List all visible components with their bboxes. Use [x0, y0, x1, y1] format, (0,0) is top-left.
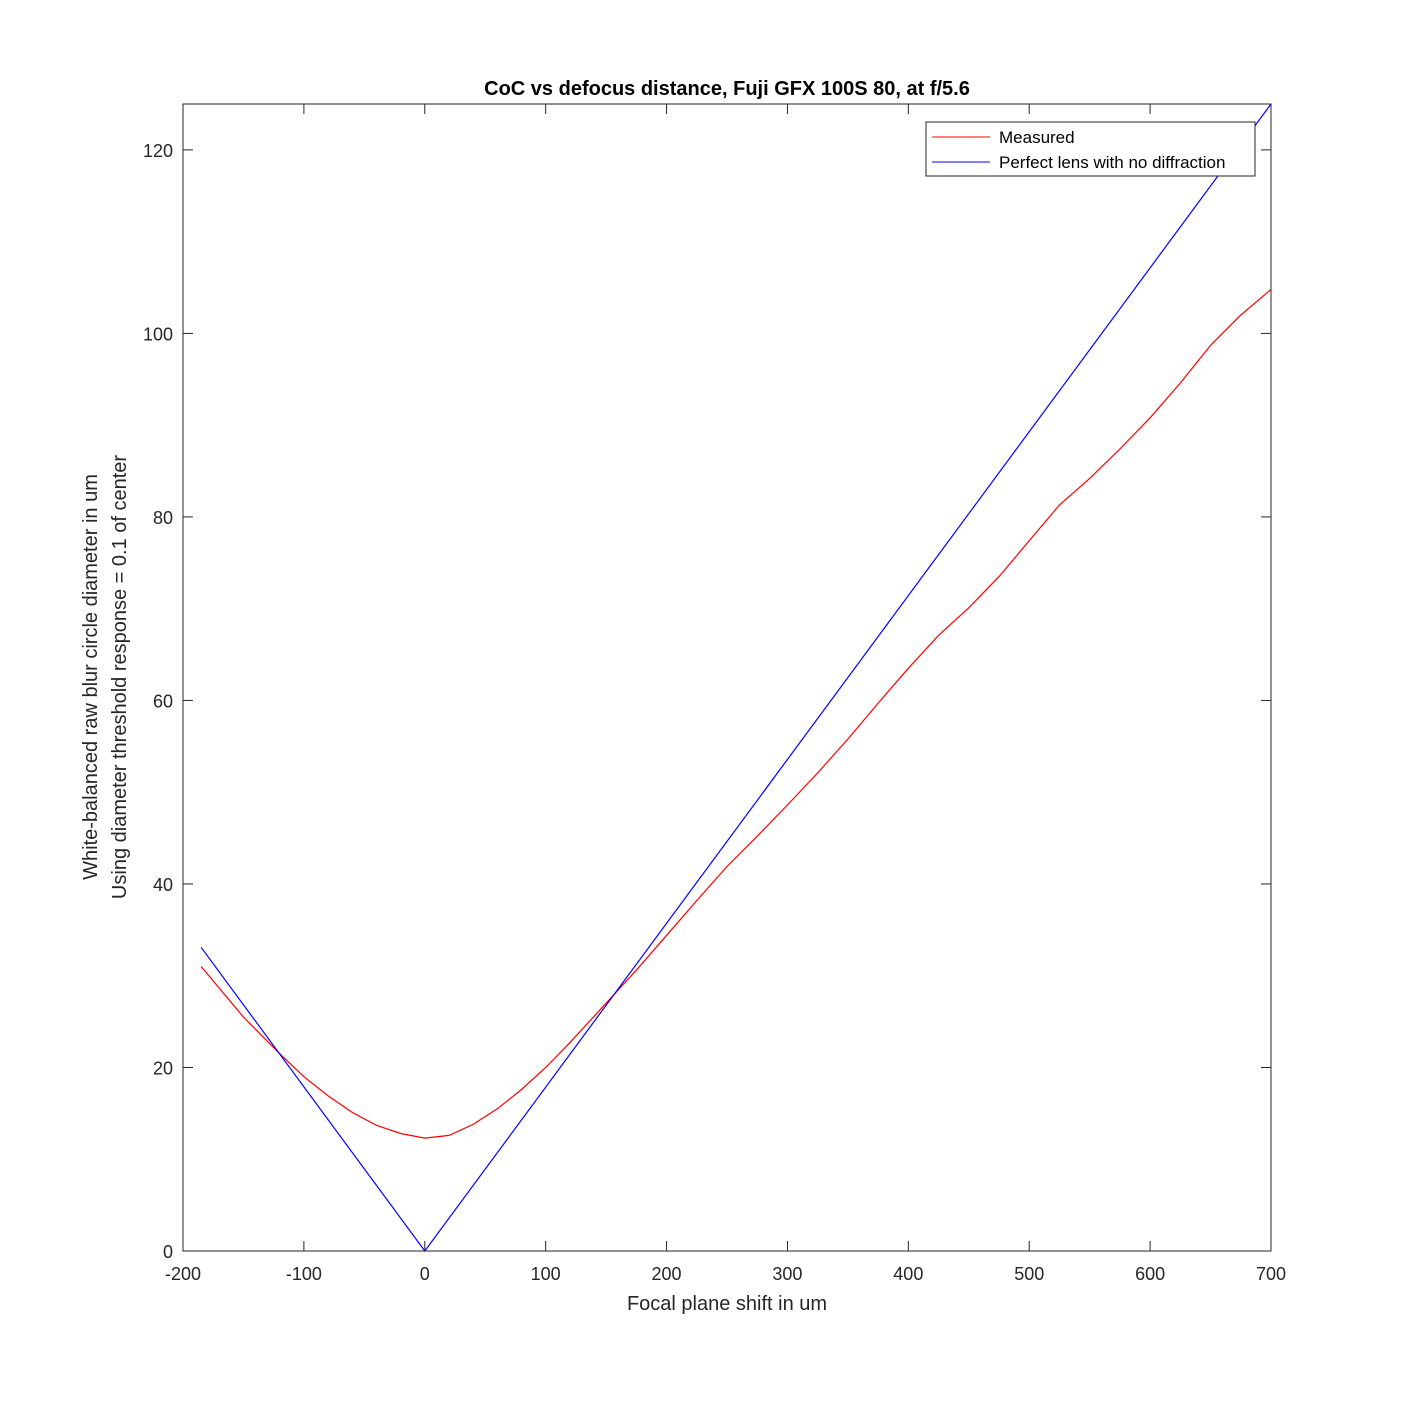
- x-tick-label: 700: [1256, 1264, 1286, 1284]
- y-axis-label-line-1: White-balanced raw blur circle diameter …: [80, 474, 102, 880]
- legend-label-measured: Measured: [999, 128, 1075, 147]
- tick-layer: -200 -100 0 100 200 300 400 500 600 700 0 20 40 60 80 1…: [143, 104, 1286, 1284]
- y-tick-label: 40: [153, 875, 173, 895]
- legend-label-perfect-lens: Perfect lens with no diffraction: [999, 153, 1225, 172]
- series-line-measured: [200, 288, 1272, 1139]
- y-tick-label: 80: [153, 508, 173, 528]
- axes-box: [182, 103, 1272, 1252]
- y-tick-label: 60: [153, 691, 173, 711]
- x-tick-label: 400: [893, 1264, 923, 1284]
- x-tick-label: -200: [165, 1264, 201, 1284]
- y-tick-label: 100: [143, 324, 173, 344]
- y-axis-label-line-2: Using diameter threshold response = 0.1 …: [109, 455, 131, 899]
- legend: Measured Perfect lens with no diffractio…: [925, 121, 1256, 177]
- x-tick-label: 600: [1135, 1264, 1165, 1284]
- x-tick-label: 200: [652, 1264, 682, 1284]
- legend-box: [925, 121, 1256, 177]
- x-tick-label: 500: [1014, 1264, 1044, 1284]
- plot-area: [183, 104, 1271, 1251]
- x-tick-label: 0: [420, 1264, 430, 1284]
- y-tick-label: 20: [153, 1058, 173, 1078]
- x-tick-label: 300: [772, 1264, 802, 1284]
- x-tick-label: -100: [286, 1264, 322, 1284]
- x-tick-label: 100: [531, 1264, 561, 1284]
- y-tick-label: 120: [143, 141, 173, 161]
- x-axis-label: Focal plane shift in um: [627, 1293, 827, 1315]
- y-tick-label: 0: [163, 1242, 173, 1262]
- chart-title: CoC vs defocus distance, Fuji GFX 100S 8…: [484, 78, 970, 100]
